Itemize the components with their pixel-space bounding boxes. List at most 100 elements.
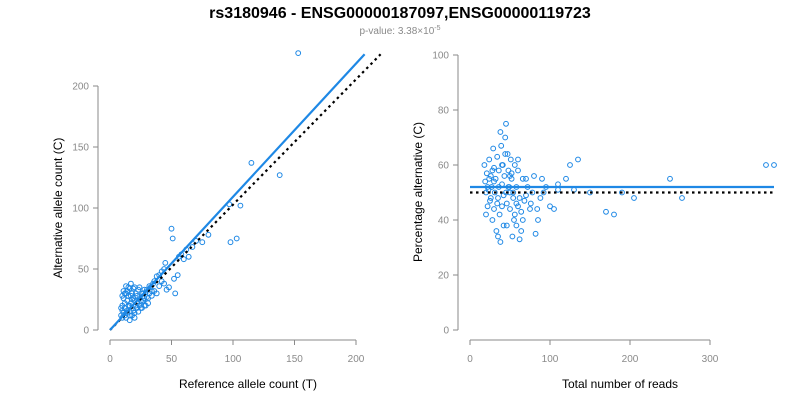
right-y-tick-label: 80	[438, 106, 450, 117]
right-data-point	[504, 151, 511, 157]
right-data-point	[575, 156, 581, 163]
left-data-point	[185, 253, 192, 260]
right-data-point	[523, 175, 529, 182]
right-data-point	[519, 217, 526, 223]
right-data-point	[487, 197, 493, 204]
left-data-point	[205, 231, 212, 238]
left-data-point	[172, 290, 179, 297]
left-x-tick-label: 50	[166, 354, 178, 365]
right-data-point	[497, 239, 504, 245]
right-data-point	[499, 203, 505, 210]
right-data-point	[763, 162, 769, 168]
left-y-tick-label: 150	[72, 143, 89, 154]
right-data-point	[540, 189, 547, 196]
figure-title: rs3180946 - ENSG00000187097,ENSG00000119…	[209, 5, 591, 22]
left-data-point	[130, 285, 137, 292]
left-x-tick-label: 150	[286, 354, 303, 365]
left-data-point	[118, 305, 124, 311]
right-x-tick-label: 300	[702, 354, 719, 365]
right-data-point	[511, 162, 518, 168]
left-reference-line	[109, 53, 382, 331]
right-data-point	[500, 222, 507, 229]
right-data-point	[482, 178, 489, 185]
right-data-point	[551, 206, 557, 212]
right-data-point	[563, 175, 569, 182]
right-data-point	[507, 156, 514, 163]
left-data-point	[237, 202, 244, 209]
right-data-point	[508, 175, 515, 182]
right-x-axis-label: Total number of reads	[562, 377, 678, 391]
left-x-tick-label: 200	[348, 354, 365, 365]
left-data-point	[227, 239, 234, 246]
left-data-point	[123, 283, 129, 290]
right-data-point	[535, 217, 541, 223]
right-data-point	[511, 211, 518, 218]
right-data-point	[484, 203, 491, 210]
right-data-point	[507, 173, 513, 179]
right-data-point	[567, 162, 573, 168]
right-x-ticks: 0 100 200 300	[467, 340, 719, 365]
right-x-tick-label: 200	[622, 354, 639, 365]
right-data-point	[481, 162, 488, 168]
left-fit-line	[109, 53, 366, 331]
left-y-axis-label: Alternative allele count (C)	[51, 138, 65, 279]
pvalue-exponent: -5	[434, 25, 440, 32]
right-data-point	[531, 173, 537, 179]
right-y-tick-label: 0	[443, 326, 449, 337]
right-data-point	[497, 129, 504, 135]
right-data-point	[499, 162, 505, 168]
left-data-point	[161, 280, 168, 287]
right-data-point	[523, 192, 529, 199]
right-data-point	[491, 178, 497, 185]
left-data-point	[199, 239, 206, 246]
left-data-point	[162, 260, 169, 266]
right-y-tick-label: 20	[438, 271, 450, 282]
left-data-point	[295, 50, 302, 56]
right-data-point	[502, 134, 509, 141]
right-data-point	[771, 162, 777, 168]
right-data-point	[516, 195, 523, 201]
right-data-point	[490, 145, 497, 152]
right-lines	[470, 185, 774, 194]
right-y-axis-label: Percentage alternative (C)	[411, 122, 425, 262]
right-data-point	[502, 151, 509, 157]
left-data-point	[169, 235, 176, 242]
left-data-point	[153, 290, 160, 297]
left-data-point	[139, 299, 145, 305]
right-data-point	[486, 175, 493, 182]
right-data-point	[498, 142, 505, 149]
right-data-point	[513, 222, 520, 229]
right-data-point	[534, 206, 541, 212]
right-data-point	[537, 195, 544, 201]
right-y-tick-label: 100	[432, 51, 449, 62]
right-data-point	[516, 236, 523, 243]
right-data-point	[515, 167, 521, 174]
right-data-point	[494, 153, 501, 160]
right-y-tick-label: 60	[438, 161, 450, 172]
right-data-point	[503, 120, 509, 127]
left-x-tick-label: 100	[225, 354, 242, 365]
left-data-point	[131, 314, 138, 321]
right-x-tick-label: 100	[542, 354, 559, 365]
right-data-point	[491, 206, 497, 212]
right-data-point	[487, 173, 494, 179]
right-data-point	[493, 228, 500, 234]
left-y-tick-label: 50	[78, 265, 90, 276]
left-data-point	[174, 272, 181, 279]
right-y-tick-label: 40	[438, 216, 450, 227]
right-data-point	[495, 167, 502, 174]
right-data-point	[527, 206, 533, 212]
allele-count-plot: 0 50 100 150 200 0 50 100 150 200 Reference alle…	[51, 50, 382, 391]
pvalue-mantissa: p-value: 3.38×10	[359, 26, 434, 37]
right-data-point	[503, 200, 510, 207]
right-data-point	[519, 175, 526, 182]
right-data-point	[501, 173, 508, 179]
right-data-point	[487, 195, 494, 201]
right-data-point	[532, 230, 539, 237]
right-data-point	[503, 222, 510, 229]
left-points	[118, 50, 302, 324]
right-data-point	[619, 189, 625, 196]
left-data-point	[163, 286, 170, 293]
right-data-point	[515, 156, 521, 163]
